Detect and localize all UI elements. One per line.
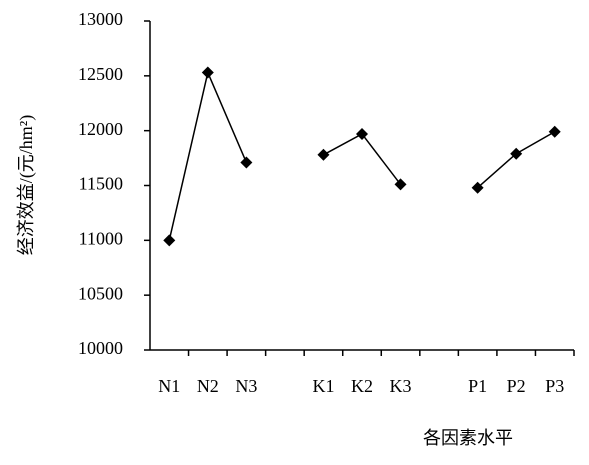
y-tick-label: 10000 [78,338,123,358]
x-tick-label: K3 [390,376,412,396]
x-tick-label: P2 [507,376,526,396]
point-marker [548,125,561,138]
y-tick-label: 12500 [78,64,123,84]
point-marker [163,234,176,247]
y-tick-label: 11000 [79,228,123,248]
series-line [168,70,556,241]
x-tick-label: P3 [545,376,564,396]
y-tick-label: 13000 [78,9,123,29]
point-marker [201,66,214,79]
x-tick-label: K2 [351,376,373,396]
point-marker [317,148,330,161]
x-tick-label: N3 [235,376,257,396]
point-marker [394,178,407,191]
x-tick-label: P1 [468,376,487,396]
x-tick-label: N1 [158,376,180,396]
point-marker [356,127,368,140]
x-axis-label: 各因素水平 [423,428,513,448]
point-marker [240,156,253,169]
y-tick-label: 10500 [78,283,123,303]
point-marker [471,181,484,194]
x-tick-label: N2 [197,376,219,396]
y-axis-label: 经济效益/(元/hm²) [16,115,37,255]
y-tick-label: 12000 [78,119,123,139]
x-tick-label: K1 [312,376,334,396]
point-marker [510,147,523,160]
y-tick-label: 11500 [79,174,123,194]
